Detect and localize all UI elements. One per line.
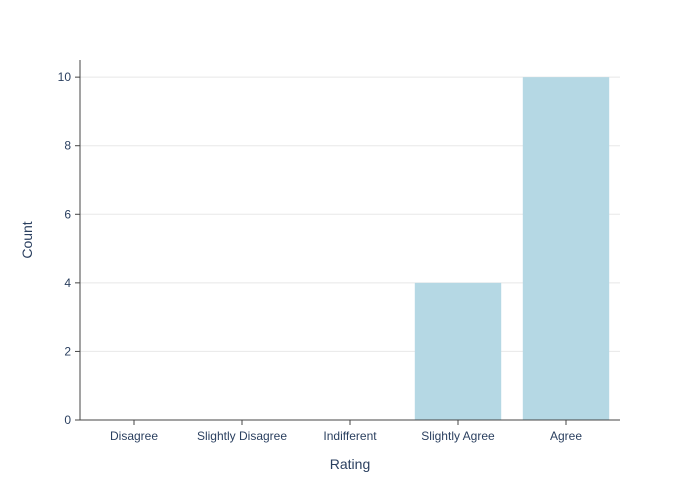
bar (414, 282, 502, 420)
y-tick-label: 10 (58, 70, 72, 84)
y-tick-label: 2 (64, 344, 71, 358)
x-tick-labels: Disagree Slightly Disagree Indifferent Slig… (110, 420, 582, 443)
y-tick-label: 8 (64, 139, 71, 153)
x-tick-label: Agree (550, 429, 582, 443)
y-tick-label: 0 (64, 413, 71, 427)
x-tick-label: Indifferent (323, 429, 377, 443)
y-axis-title: Count (19, 221, 35, 258)
x-tick-label: Slightly Disagree (197, 429, 287, 443)
bar (522, 77, 610, 421)
x-tick-label: Disagree (110, 429, 158, 443)
bars (414, 77, 610, 421)
x-axis-title: Rating (330, 456, 370, 472)
y-tick-label: 4 (64, 276, 71, 290)
y-tick-label: 6 (64, 207, 71, 221)
y-tick-labels: 0 2 4 6 8 10 (58, 70, 80, 427)
x-tick-label: Slightly Agree (421, 429, 495, 443)
